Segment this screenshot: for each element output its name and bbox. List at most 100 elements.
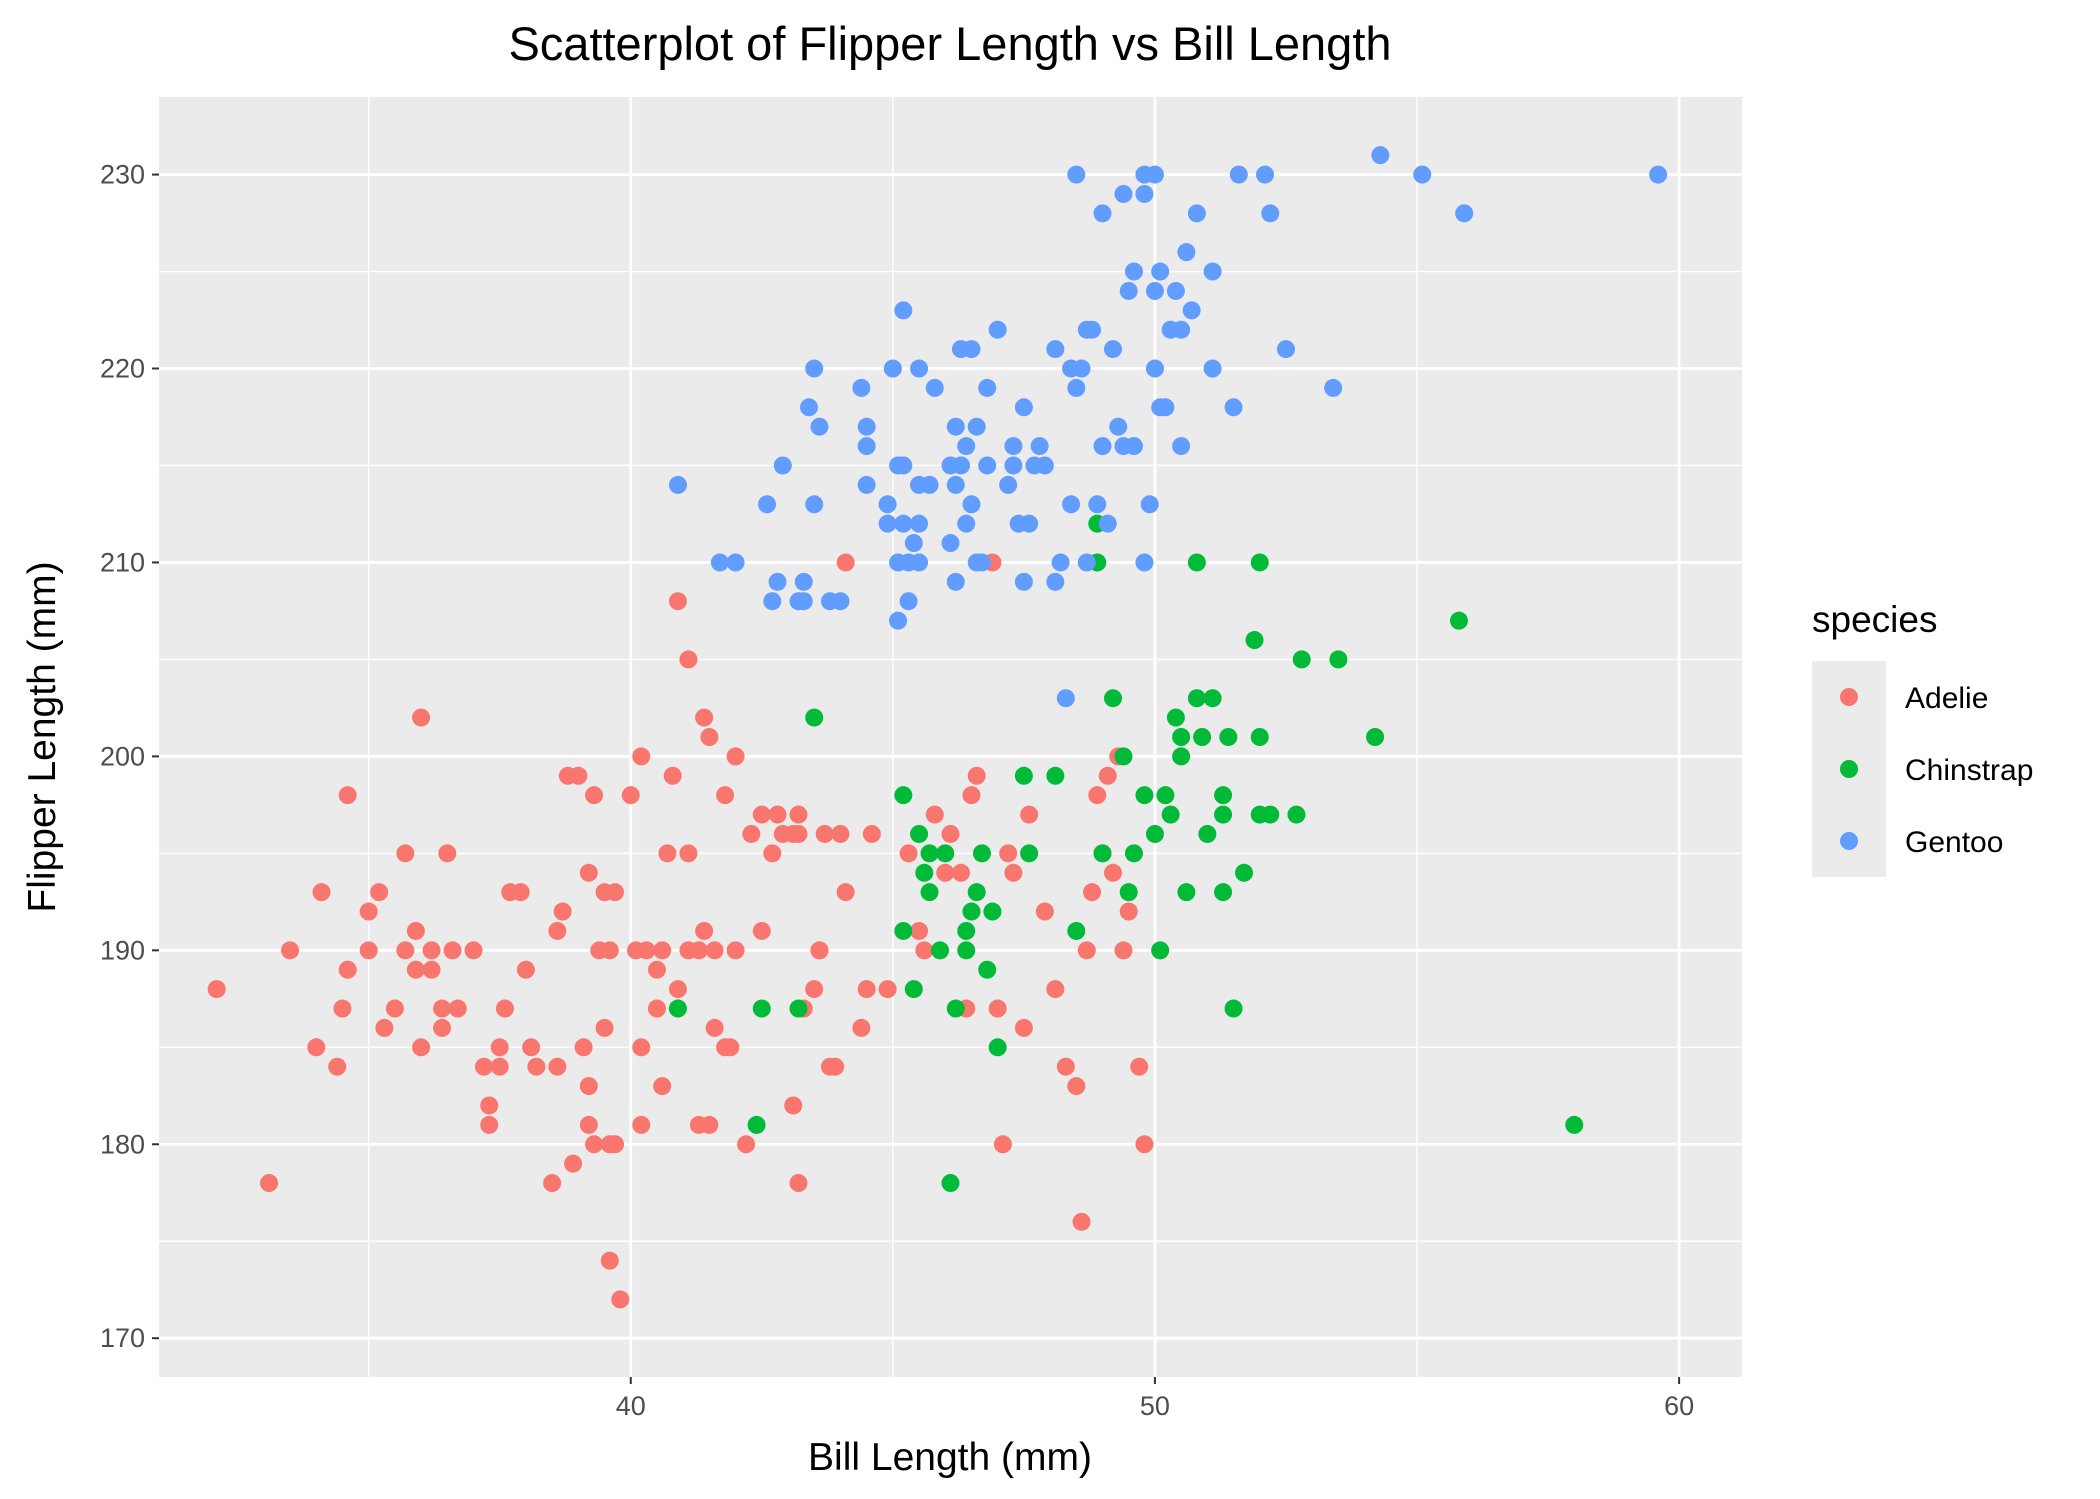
y-tick-label: 200 [100, 741, 145, 771]
data-point-chinstrap [983, 902, 1002, 921]
data-point-chinstrap [904, 980, 923, 999]
data-point-gentoo [810, 417, 829, 436]
data-point-adelie [668, 592, 687, 611]
data-point-chinstrap [936, 844, 955, 863]
x-axis: 40 50 60 [616, 1377, 1694, 1421]
data-point-gentoo [799, 398, 818, 417]
data-point-gentoo [857, 417, 876, 436]
data-point-adelie [464, 941, 483, 960]
data-point-gentoo [910, 514, 929, 533]
data-point-gentoo [925, 378, 944, 397]
y-tick-label: 220 [100, 354, 145, 384]
data-point-adelie [632, 1115, 651, 1134]
data-point-adelie [621, 786, 640, 805]
data-point-gentoo [920, 475, 939, 494]
data-point-chinstrap [1151, 941, 1170, 960]
data-point-chinstrap [915, 863, 934, 882]
data-point-adelie [522, 1038, 541, 1057]
data-point-gentoo [1324, 378, 1343, 397]
data-point-gentoo [1203, 262, 1222, 281]
data-point-chinstrap [1014, 766, 1033, 785]
data-point-chinstrap [1187, 553, 1206, 572]
data-point-gentoo [957, 514, 976, 533]
data-point-gentoo [878, 495, 897, 514]
data-point-gentoo [962, 340, 981, 359]
data-point-adelie [338, 786, 357, 805]
data-point-chinstrap [1093, 844, 1112, 863]
data-point-gentoo [1046, 340, 1065, 359]
data-point-chinstrap [1250, 553, 1269, 572]
data-point-adelie [742, 824, 761, 843]
data-point-adelie [784, 1096, 803, 1115]
data-point-chinstrap [1114, 747, 1133, 766]
data-point-adelie [422, 960, 441, 979]
data-point-chinstrap [747, 1115, 766, 1134]
data-point-gentoo [763, 592, 782, 611]
data-point-chinstrap [1449, 611, 1468, 630]
data-point-adelie [600, 941, 619, 960]
data-point-gentoo [962, 495, 981, 514]
data-point-adelie [1020, 805, 1039, 824]
data-point-adelie [307, 1038, 326, 1057]
data-point-adelie [1083, 883, 1102, 902]
x-tick-label: 50 [1140, 1391, 1170, 1421]
data-point-adelie [611, 1290, 630, 1309]
data-point-gentoo [1067, 378, 1086, 397]
data-point-adelie [375, 1018, 394, 1037]
chart-title: Scatterplot of Flipper Length vs Bill Le… [508, 17, 1391, 70]
data-point-chinstrap [1046, 766, 1065, 785]
data-point-gentoo [1172, 320, 1191, 339]
data-point-adelie [385, 999, 404, 1018]
data-point-adelie [721, 1038, 740, 1057]
data-point-adelie [632, 1038, 651, 1057]
data-point-adelie [1135, 1135, 1154, 1154]
legend: species Adelie Chinstrap Gentoo [1812, 599, 2033, 877]
data-point-adelie [679, 650, 698, 669]
data-point-adelie [653, 1077, 672, 1096]
data-point-adelie [480, 1096, 499, 1115]
data-point-adelie [312, 883, 331, 902]
data-point-gentoo [1135, 553, 1154, 572]
data-point-adelie [805, 980, 824, 999]
data-point-chinstrap [1219, 728, 1238, 746]
data-point-chinstrap [789, 999, 808, 1018]
data-point-gentoo [768, 572, 787, 591]
data-point-chinstrap [957, 921, 976, 940]
data-point-adelie [716, 786, 735, 805]
data-point-gentoo [1413, 165, 1432, 184]
data-point-gentoo [1119, 281, 1138, 300]
data-point-adelie [632, 747, 651, 766]
data-point-chinstrap [1235, 863, 1254, 882]
data-point-adelie [490, 1057, 509, 1076]
y-tick-label: 210 [100, 547, 145, 577]
data-point-chinstrap [931, 941, 950, 960]
data-point-gentoo [1256, 165, 1275, 184]
data-point-adelie [422, 941, 441, 960]
data-point-adelie [910, 921, 929, 940]
data-point-gentoo [1004, 456, 1023, 475]
data-point-gentoo [1098, 514, 1117, 533]
data-point-gentoo [1166, 281, 1185, 300]
data-point-chinstrap [1067, 921, 1086, 940]
data-point-adelie [600, 1251, 619, 1270]
data-point-adelie [951, 863, 970, 882]
data-point-chinstrap [910, 824, 929, 843]
data-point-adelie [700, 1115, 719, 1134]
data-point-gentoo [972, 553, 991, 572]
data-point-adelie [207, 980, 226, 999]
data-point-chinstrap [1214, 883, 1233, 902]
data-point-adelie [579, 1115, 598, 1134]
data-point-chinstrap [1203, 689, 1222, 708]
data-point-gentoo [1035, 456, 1054, 475]
data-point-chinstrap [946, 999, 965, 1018]
data-point-adelie [1088, 786, 1107, 805]
data-point-adelie [647, 960, 666, 979]
data-point-adelie [936, 863, 955, 882]
legend-items: Adelie Chinstrap Gentoo [1840, 682, 2033, 859]
data-point-adelie [988, 999, 1007, 1018]
data-point-gentoo [1371, 146, 1390, 165]
data-point-chinstrap [967, 883, 986, 902]
data-point-gentoo [794, 572, 813, 591]
y-axis-title: Flipper Length (mm) [21, 561, 64, 912]
